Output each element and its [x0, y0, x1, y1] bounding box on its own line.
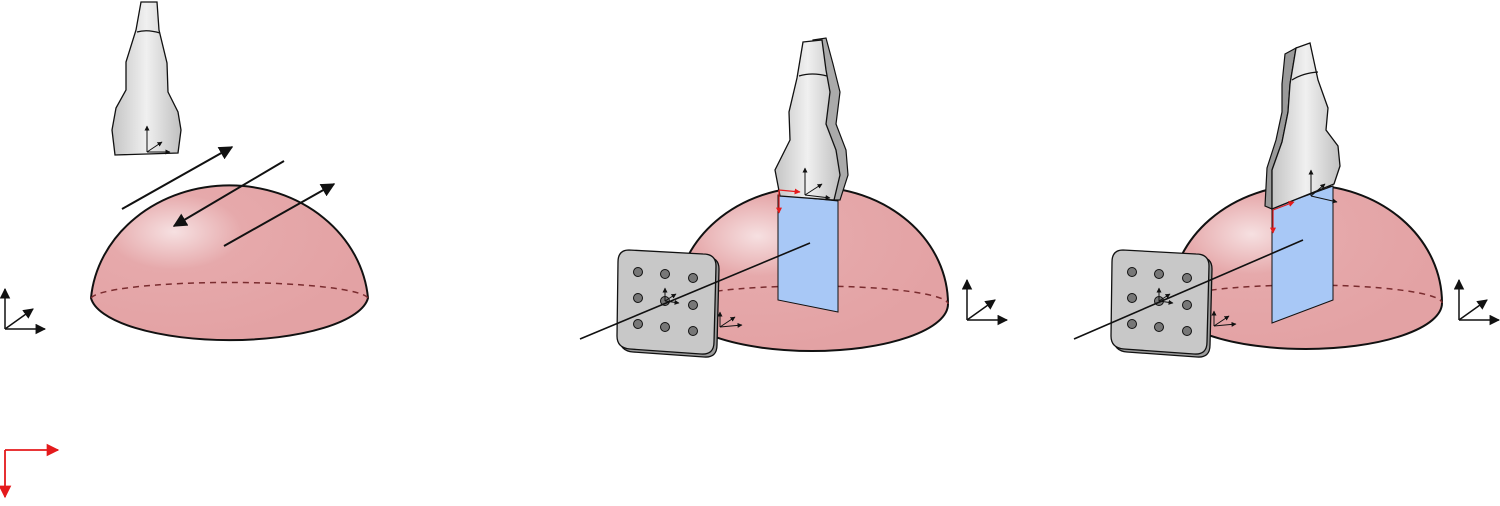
image-plane-icon	[1271, 185, 1334, 324]
tracking-line-c	[1073, 239, 1304, 340]
marker-plate-icon	[1073, 239, 1304, 358]
ultrasound-probe-icon	[111, 1, 182, 156]
probe-frame-b	[802, 167, 831, 200]
hemisphere-phantom-icon	[89, 184, 370, 342]
ultrasound-probe-icon	[1264, 42, 1341, 234]
image-plane-icon	[777, 194, 839, 313]
coordinate-frame-icon	[1453, 278, 1500, 326]
sweep-arrow-3	[223, 183, 336, 247]
marker-dots	[633, 267, 698, 336]
tracking-line-b	[579, 242, 811, 340]
coordinate-frame-icon	[0, 287, 47, 335]
panel-b	[579, 37, 1009, 358]
coordinate-frame-icon	[1211, 310, 1237, 327]
marker-plate-icon	[579, 242, 811, 358]
image-frame-b	[776, 188, 801, 214]
probe-frame-a	[144, 125, 171, 155]
image-frame-c	[1270, 201, 1295, 234]
marker-dots	[1127, 267, 1192, 336]
sweep-arrow-2	[172, 160, 285, 227]
panel-a	[0, 1, 370, 342]
marker-frame-b	[662, 287, 680, 305]
sweep-arrow-1	[121, 146, 234, 210]
probe-frame-c	[1308, 169, 1338, 204]
coordinate-frame-icon	[717, 311, 743, 328]
panel-c	[1073, 42, 1500, 358]
sweep-arrows	[121, 146, 336, 247]
ultrasound-probe-icon	[774, 37, 849, 214]
red-reference-axes-icon	[0, 443, 60, 499]
coordinate-frame-icon	[961, 278, 1009, 326]
